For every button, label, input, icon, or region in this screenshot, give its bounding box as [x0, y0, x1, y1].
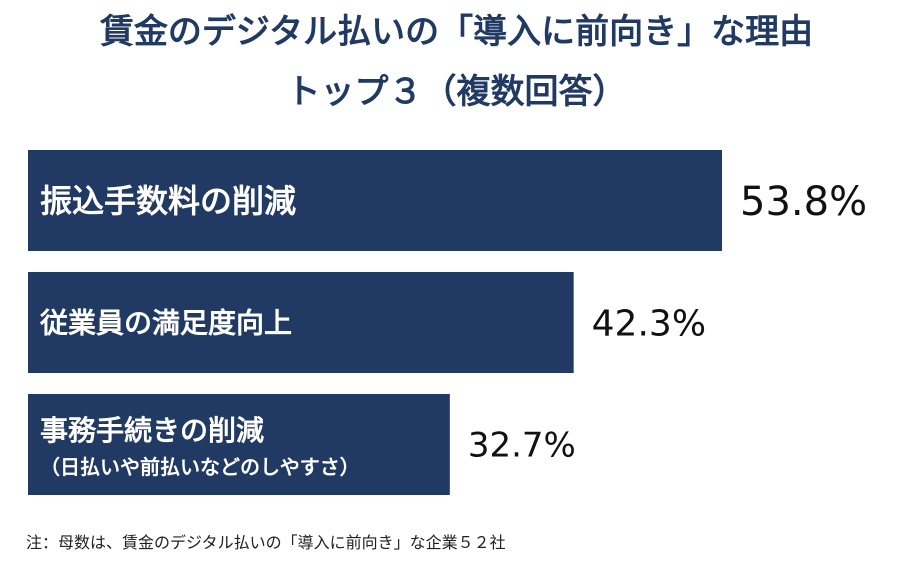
bar-3-label-sub: （日払いや前払いなどのしやすさ） — [40, 455, 360, 479]
chart-title-line-1: 賃金のデジタル払いの「導入に前向き」な理由 — [99, 12, 814, 52]
bar-1-value-label: 53.8% — [740, 179, 867, 225]
bar-3 — [28, 394, 450, 495]
bar-1 — [28, 150, 723, 251]
chart-title-line-2: トップ３（複数回答） — [286, 72, 627, 112]
footnote: 注：母数は、賃金のデジタル払いの「導入に前向き」な企業５２社 — [26, 533, 506, 552]
bar-3-label: 事務手続きの削減 — [40, 414, 264, 447]
bar-2-label: 従業員の満足度向上 — [39, 307, 292, 340]
bar-1-label: 振込手数料の削減 — [40, 182, 296, 220]
bar-3-value-label: 32.7% — [468, 426, 576, 466]
bar-2 — [28, 272, 574, 373]
bar-2-value-label: 42.3% — [592, 303, 706, 344]
